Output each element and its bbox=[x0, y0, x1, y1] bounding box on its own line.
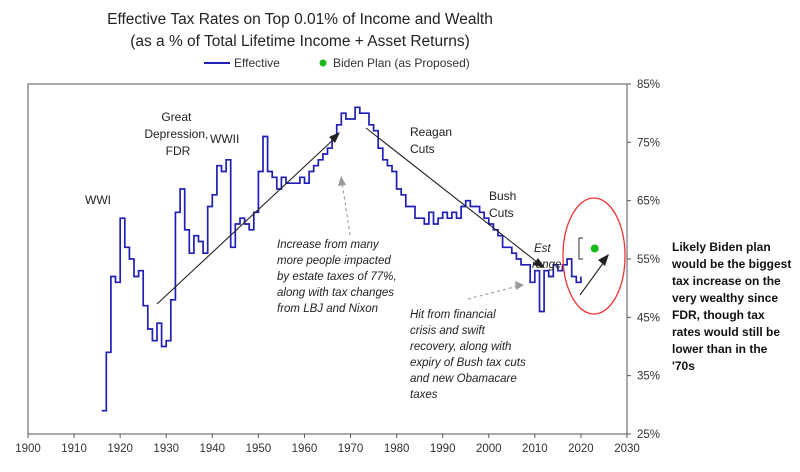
legend-dot-swatch bbox=[319, 59, 327, 67]
annotation-line: Depression, bbox=[144, 127, 208, 141]
arrow-fall-line bbox=[365, 127, 538, 263]
legend-label-effective: Effective bbox=[234, 56, 280, 70]
side-note-line: rates would still be bbox=[672, 325, 780, 339]
y-tick-label: 55% bbox=[637, 254, 660, 266]
arrow-rise-line bbox=[156, 138, 335, 305]
annotation-line: Great bbox=[161, 110, 192, 124]
annotation-line: Est bbox=[534, 243, 551, 255]
annotation-bush-cuts: Bush Cuts bbox=[489, 189, 520, 220]
annotation-line: crisis and swift bbox=[410, 325, 486, 337]
x-tick-label: 2030 bbox=[614, 443, 640, 455]
biden-plan-dot bbox=[590, 244, 599, 253]
annotation-line: expiry of Bush tax cuts bbox=[410, 357, 526, 369]
annotation-line: by estate taxes of 77%, bbox=[277, 271, 397, 283]
annotation-line: Cuts bbox=[489, 206, 514, 220]
annotation-line: taxes bbox=[410, 389, 438, 401]
annotation-line: FDR bbox=[166, 144, 191, 158]
annotation-wwi: WWI bbox=[85, 193, 111, 207]
callout-arrowhead-1970s bbox=[338, 176, 346, 186]
x-tick-label: 1930 bbox=[153, 443, 179, 455]
annotation-line: Cuts bbox=[410, 142, 435, 156]
side-note-line: lower than in the bbox=[672, 342, 768, 356]
callout-arrows bbox=[341, 181, 519, 300]
x-tick-label: 1900 bbox=[15, 443, 41, 455]
x-tick-label: 1970 bbox=[338, 443, 364, 455]
annotation-line: from LBJ and Nixon bbox=[277, 303, 378, 315]
side-note-line: very wealthy since bbox=[672, 291, 778, 305]
callout-arrow-crisis bbox=[467, 285, 519, 300]
legend-label-biden: Biden Plan (as Proposed) bbox=[333, 56, 470, 70]
annotation-line: recovery, along with bbox=[410, 341, 511, 353]
chart-subtitle: (as a % of Total Lifetime Income + Asset… bbox=[130, 33, 470, 50]
annotation-reagan-cuts: Reagan Cuts bbox=[410, 125, 455, 156]
side-note-line: would be the biggest bbox=[671, 257, 791, 271]
y-tick-label: 85% bbox=[637, 79, 660, 91]
annotation-line: Bush bbox=[489, 189, 516, 203]
biden-highlight-ellipse bbox=[562, 197, 626, 315]
annotation-line: along with tax changes bbox=[277, 287, 394, 299]
y-tick-label: 25% bbox=[637, 429, 660, 441]
y-tick-label: 75% bbox=[637, 137, 660, 149]
annotation-est-range: Est range bbox=[532, 243, 561, 271]
arrow-rise-head bbox=[329, 132, 340, 143]
annotation-wwii: WWII bbox=[210, 132, 239, 146]
trend-arrows bbox=[156, 127, 609, 305]
x-tick-label: 1920 bbox=[107, 443, 133, 455]
side-note-line: '70s bbox=[672, 359, 695, 373]
x-tick-label: 2000 bbox=[476, 443, 502, 455]
x-tick-label: 1980 bbox=[384, 443, 410, 455]
side-note-line: FDR, though tax bbox=[672, 308, 765, 322]
x-tick-label: 1910 bbox=[61, 443, 87, 455]
x-tick-label: 1950 bbox=[246, 443, 272, 455]
x-tick-label: 1990 bbox=[430, 443, 456, 455]
side-note-line: tax increase on the bbox=[672, 274, 781, 288]
x-tick-label: 2010 bbox=[522, 443, 548, 455]
annotation-line: Hit from financial bbox=[410, 309, 496, 321]
x-tick-label: 1940 bbox=[200, 443, 226, 455]
annotation-line: range bbox=[532, 259, 561, 271]
annotation-line: and new Obamacare bbox=[410, 373, 517, 385]
y-tick-label: 35% bbox=[637, 371, 660, 383]
legend: Effective Biden Plan (as Proposed) bbox=[204, 56, 470, 70]
callout-arrow-1970s bbox=[341, 181, 351, 236]
y-tick-label: 65% bbox=[637, 196, 660, 208]
annotation-financial-crisis: Hit from financial crisis and swift reco… bbox=[410, 309, 529, 401]
arrow-biden-line bbox=[579, 261, 605, 296]
arrow-fall-head bbox=[533, 258, 545, 268]
annotation-great-depression: Great Depression, FDR bbox=[144, 110, 211, 158]
series-line-effective bbox=[101, 106, 582, 412]
x-tick-label: 1960 bbox=[292, 443, 318, 455]
annotation-line: Reagan bbox=[410, 125, 452, 139]
axis-ticks: 1900 1910 1920 1930 1940 1950 1960 1970 1980 1990… bbox=[15, 79, 660, 455]
callout-arrowhead-crisis bbox=[515, 281, 524, 290]
annotation-line: Increase from many bbox=[277, 239, 380, 251]
biden-range-bracket bbox=[578, 237, 583, 260]
x-tick-label: 2020 bbox=[568, 443, 594, 455]
chart-title: Effective Tax Rates on Top 0.01% of Inco… bbox=[107, 11, 493, 28]
annotation-increase: Increase from many more people impacted … bbox=[277, 239, 400, 315]
side-note: Likely Biden plan would be the biggest t… bbox=[671, 240, 795, 373]
y-tick-label: 45% bbox=[637, 312, 660, 324]
annotation-line: more people impacted bbox=[277, 255, 391, 267]
side-note-line: Likely Biden plan bbox=[672, 240, 771, 254]
arrow-biden-head bbox=[598, 254, 609, 266]
